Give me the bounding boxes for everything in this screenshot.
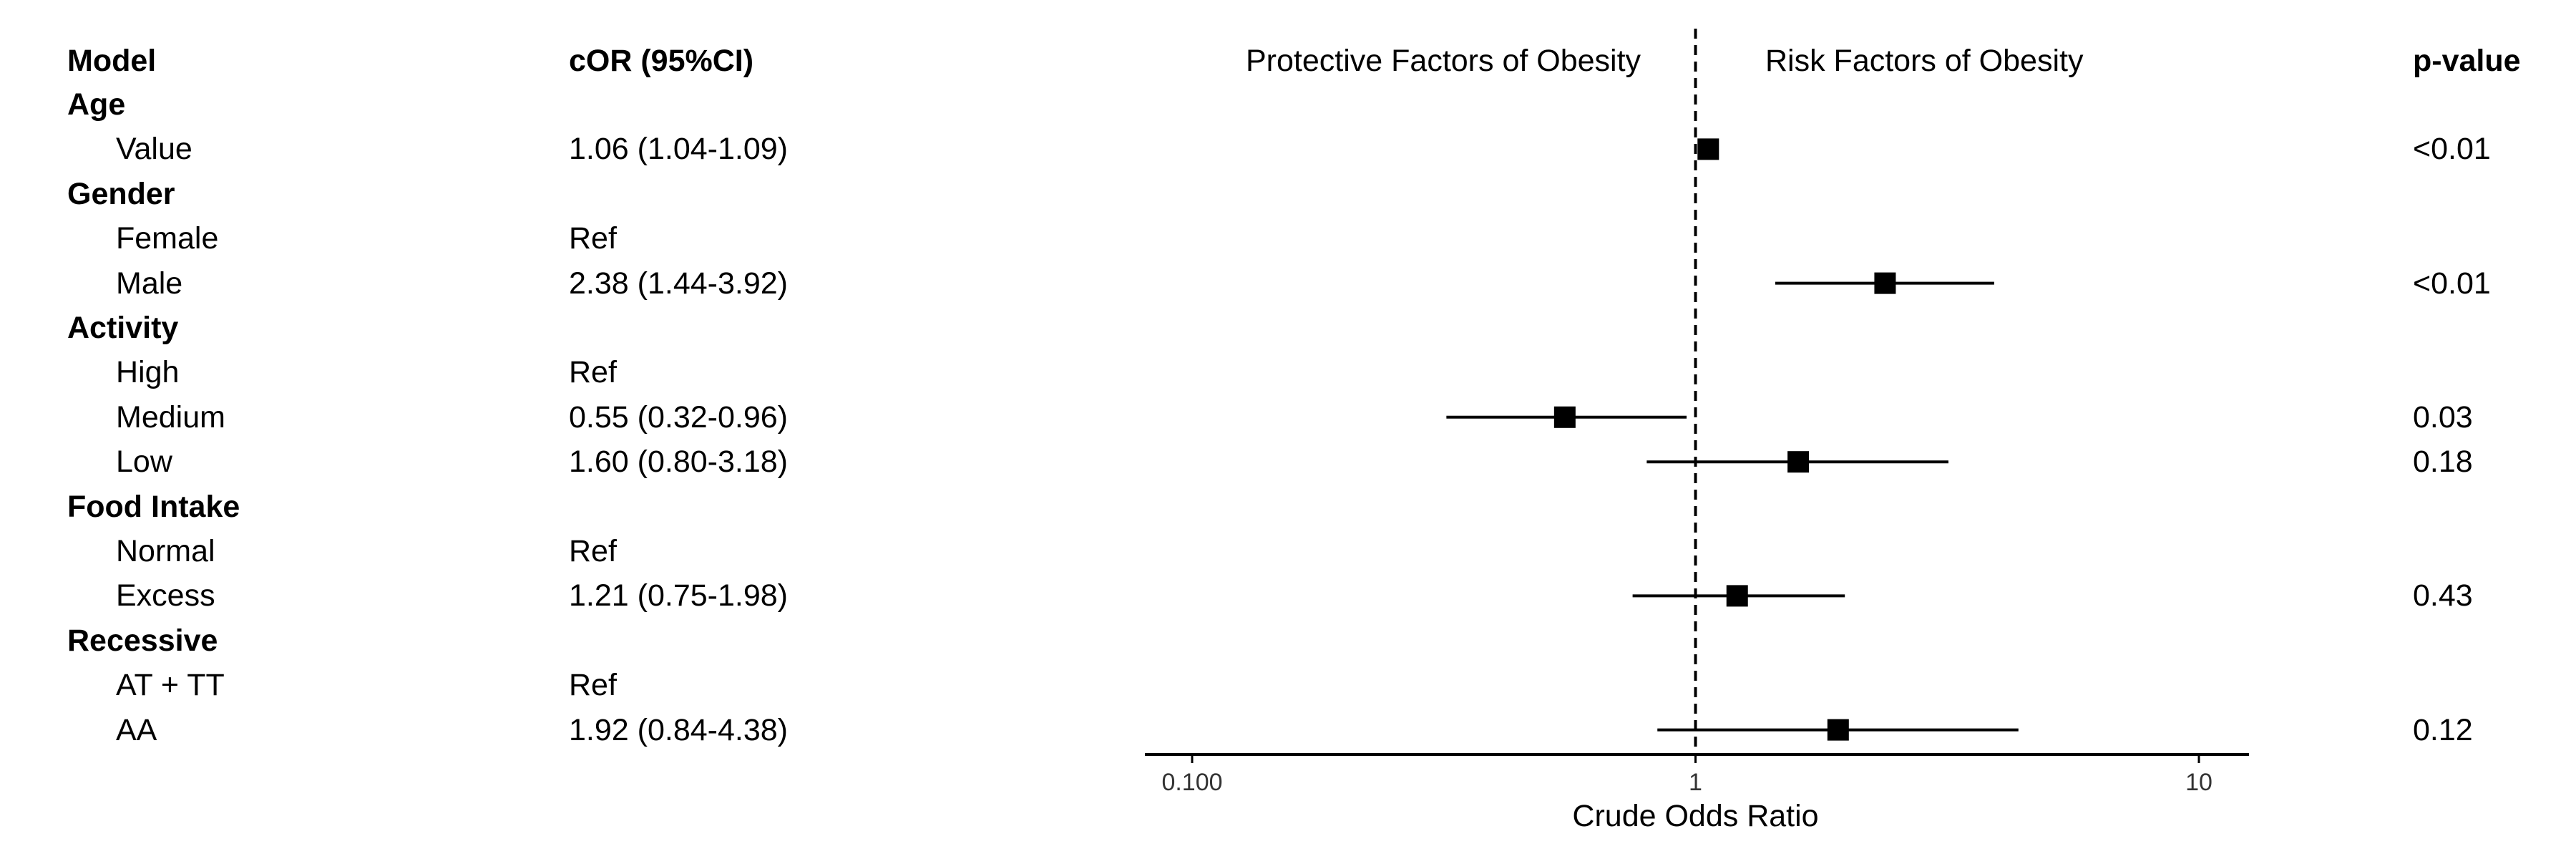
p-value: 0.18 <box>2413 445 2473 480</box>
or-marker <box>1827 719 1849 741</box>
row-label: Value <box>116 132 192 167</box>
x-axis-title: Crude Odds Ratio <box>1572 799 1818 833</box>
column-header-pvalue: p-value <box>2413 44 2521 78</box>
column-header-cor: cOR (95%CI) <box>569 44 754 78</box>
cor-value: 1.92 (0.84-4.38) <box>569 712 788 747</box>
or-marker <box>1874 272 1896 294</box>
row-label: Low <box>116 445 172 480</box>
cor-value: 0.55 (0.32-0.96) <box>569 399 788 435</box>
group-label: Food Intake <box>67 489 240 524</box>
group-label: Gender <box>67 176 175 211</box>
p-value: 0.12 <box>2413 712 2473 747</box>
row-label: Male <box>116 266 183 301</box>
row-label: High <box>116 355 180 390</box>
cor-value: 1.21 (0.75-1.98) <box>569 578 788 613</box>
group-label: Recessive <box>67 623 218 658</box>
cor-value: 2.38 (1.44-3.92) <box>569 266 788 301</box>
cor-value: Ref <box>569 534 617 568</box>
row-label: Normal <box>116 534 215 568</box>
p-value: <0.01 <box>2413 266 2491 301</box>
or-marker <box>1553 406 1576 428</box>
group-label: Age <box>67 87 126 122</box>
x-tick-label: 10 <box>2185 769 2212 796</box>
cor-value: 1.60 (0.80-3.18) <box>569 445 788 480</box>
row-label: Medium <box>116 399 225 435</box>
or-marker <box>1697 138 1719 160</box>
or-marker <box>1787 451 1810 473</box>
p-value: 0.03 <box>2413 399 2473 435</box>
or-marker <box>1726 585 1748 607</box>
p-value: <0.01 <box>2413 132 2491 167</box>
cor-value: 1.06 (1.04-1.09) <box>569 132 788 167</box>
cor-value: Ref <box>569 221 617 256</box>
x-tick-label: 0.100 <box>1161 769 1222 796</box>
x-tick-label: 1 <box>1689 769 1702 796</box>
row-label: AT + TT <box>116 668 225 703</box>
risk-factors-label: Risk Factors of Obesity <box>1765 44 2084 78</box>
group-label: Activity <box>67 311 179 345</box>
p-value: 0.43 <box>2413 578 2473 613</box>
protective-factors-label: Protective Factors of Obesity <box>1246 44 1641 78</box>
row-label: AA <box>116 712 157 747</box>
cor-value: Ref <box>569 355 617 390</box>
row-label: Excess <box>116 578 215 613</box>
row-label: Female <box>116 221 219 256</box>
column-header-model: Model <box>67 44 157 78</box>
cor-value: Ref <box>569 668 617 703</box>
